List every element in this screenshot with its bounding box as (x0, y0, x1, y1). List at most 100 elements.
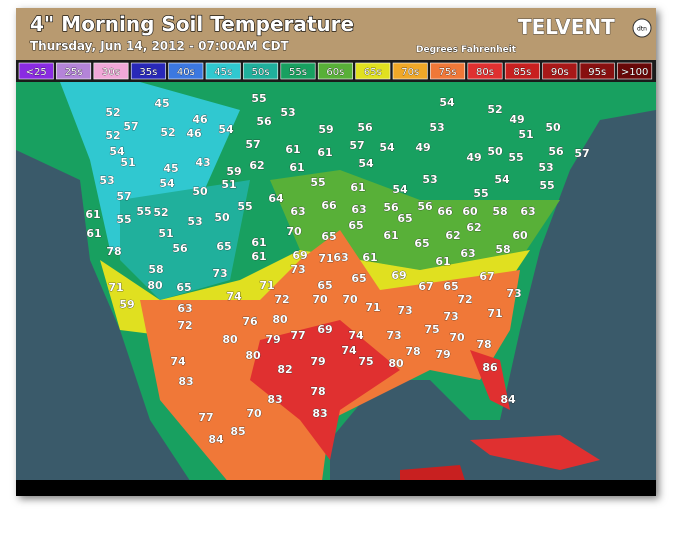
legend-swatch (579, 62, 615, 80)
station-value: 70 (286, 225, 302, 238)
station-value: 53 (280, 106, 295, 119)
station-value: 51 (518, 128, 533, 141)
station-value: 75 (424, 323, 439, 336)
legend-swatch (542, 62, 578, 80)
station-value: 77 (290, 329, 305, 342)
station-value: 63 (333, 251, 348, 264)
station-value: 70 (342, 293, 358, 306)
station-value: 54 (439, 96, 455, 109)
station-value: 63 (351, 203, 366, 216)
cuba (470, 435, 600, 470)
station-value: 85 (230, 425, 245, 438)
station-value: 61 (435, 255, 450, 268)
station-value: 59 (318, 123, 333, 136)
legend-swatch (93, 62, 129, 80)
station-value: 65 (414, 237, 429, 250)
station-value: 71 (318, 252, 333, 265)
station-value: 78 (476, 338, 491, 351)
station-value: 56 (357, 121, 373, 134)
station-value: 52 (153, 206, 168, 219)
station-value: 50 (487, 145, 503, 158)
legend-swatch (617, 62, 653, 80)
brand: TELVENT (518, 15, 615, 39)
station-value: 74 (341, 344, 357, 357)
station-value: 51 (158, 227, 173, 240)
legend-label: 45s (214, 67, 232, 78)
station-value: 55 (473, 187, 488, 200)
station-value: 61 (85, 208, 100, 221)
station-value: 86 (482, 361, 498, 374)
map (16, 82, 656, 496)
station-value: 70 (246, 407, 262, 420)
station-value: 79 (310, 355, 325, 368)
station-value: 73 (386, 329, 401, 342)
station-value: 62 (445, 229, 460, 242)
station-value: 57 (574, 147, 589, 160)
station-value: 62 (249, 159, 264, 172)
station-value: 64 (268, 192, 284, 205)
station-value: 43 (195, 156, 210, 169)
station-value: 53 (538, 161, 553, 174)
legend-swatch (205, 62, 241, 80)
station-value: 78 (310, 385, 325, 398)
station-value: 65 (216, 240, 231, 253)
station-value: 65 (348, 219, 363, 232)
station-value: 46 (192, 113, 208, 126)
station-value: 49 (466, 151, 481, 164)
station-value: 72 (274, 293, 289, 306)
station-value: 52 (105, 106, 120, 119)
station-value: 58 (492, 205, 507, 218)
station-value: 73 (290, 263, 305, 276)
station-value: 83 (178, 375, 193, 388)
station-value: 76 (242, 315, 258, 328)
station-value: 65 (397, 212, 412, 225)
station-value: 54 (358, 157, 374, 170)
zone-45 (60, 82, 240, 260)
legend-swatch (317, 62, 353, 80)
station-value: 61 (317, 146, 332, 159)
legend-label: 30s (102, 67, 120, 78)
station-value: 83 (267, 393, 282, 406)
station-value: 56 (383, 201, 399, 214)
legend-swatch (467, 62, 503, 80)
station-value: 65 (443, 280, 458, 293)
station-value: 80 (388, 357, 404, 370)
legend-label: 25s (65, 67, 83, 78)
station-value: 56 (256, 115, 272, 128)
station-value: 63 (290, 205, 305, 218)
legend-label: 95s (588, 67, 606, 78)
station-value: 70 (449, 331, 465, 344)
station-value: 61 (362, 251, 377, 264)
station-value: 69 (292, 249, 307, 262)
legend-label: 40s (177, 67, 195, 78)
title: 4" Morning Soil Temperature (30, 12, 354, 36)
legend-label: 35s (139, 67, 157, 78)
station-value: 45 (163, 162, 178, 175)
station-value: 80 (222, 333, 238, 346)
station-value: 66 (437, 205, 453, 218)
legend-label: 70s (401, 67, 419, 78)
station-value: 73 (443, 310, 458, 323)
station-value: 61 (350, 181, 365, 194)
station-value: 82 (277, 363, 292, 376)
station-value: 70 (312, 293, 328, 306)
station-value: 73 (506, 287, 521, 300)
station-value: 58 (495, 243, 510, 256)
station-value: 83 (312, 407, 327, 420)
station-value: 61 (86, 227, 101, 240)
station-value: 53 (429, 121, 444, 134)
station-value: 78 (106, 245, 121, 258)
legend-label: 65s (364, 67, 382, 78)
station-value: 54 (218, 123, 234, 136)
station-value: 79 (265, 333, 280, 346)
station-value: 71 (259, 279, 274, 292)
station-value: 50 (545, 121, 561, 134)
station-value: 55 (539, 179, 554, 192)
legend-swatch (392, 62, 428, 80)
station-value: 53 (99, 174, 114, 187)
zone-50 (120, 180, 250, 300)
station-value: 71 (108, 281, 123, 294)
station-value: 72 (457, 293, 472, 306)
